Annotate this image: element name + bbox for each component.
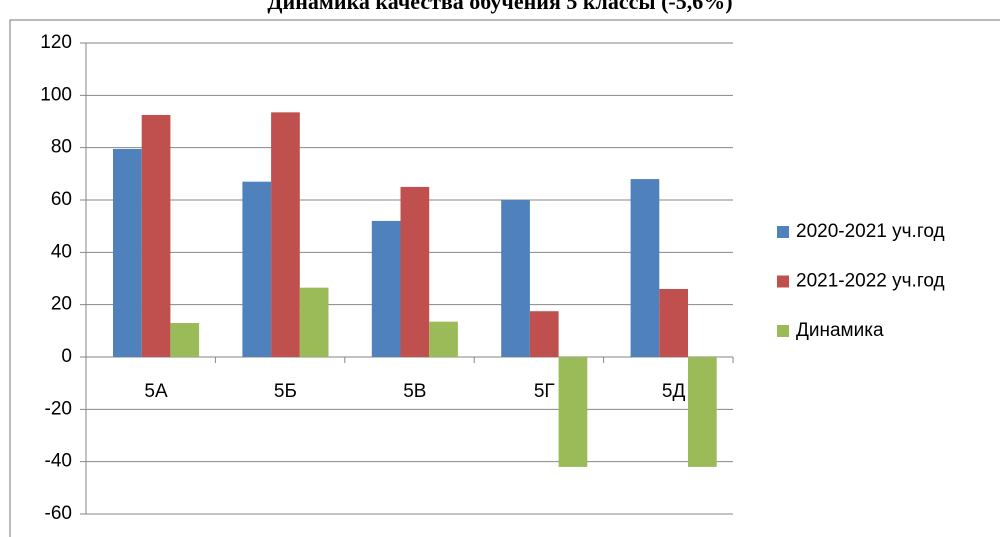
x-tick-label: 5Г [534, 381, 555, 402]
bar [659, 288, 688, 357]
bar [170, 322, 200, 357]
legend-label: Динамика [796, 320, 884, 341]
y-tick-label: 60 [51, 189, 72, 210]
y-tick-label: 120 [40, 32, 72, 53]
bar [429, 321, 458, 357]
y-tick-label: -40 [45, 451, 72, 472]
y-tick-label: 0 [61, 346, 72, 367]
bar [558, 357, 588, 467]
bar [529, 311, 559, 357]
x-tick-label: 5Д [662, 381, 686, 402]
legend-label: 2020-2021 уч.год [796, 221, 945, 242]
bar [113, 148, 142, 357]
legend-swatch [777, 226, 789, 238]
y-tick-label: 20 [51, 294, 72, 315]
bar [141, 114, 171, 357]
bar [400, 186, 430, 357]
y-tick-label: 40 [51, 241, 72, 262]
y-tick-label: -60 [45, 503, 72, 524]
bar [371, 220, 401, 357]
bar [688, 357, 717, 467]
bar [501, 200, 530, 357]
bar [242, 181, 272, 357]
chart-frame [9, 19, 1000, 537]
bar [630, 179, 660, 357]
legend-swatch [777, 325, 789, 337]
bar [299, 287, 329, 357]
y-tick-label: -20 [45, 398, 72, 419]
y-tick-label: 80 [51, 137, 72, 158]
bar [271, 112, 300, 357]
legend-swatch [777, 275, 789, 288]
chart-title: Динамика качества обучения 5 классы (-5,… [267, 0, 732, 14]
x-tick-label: 5В [403, 381, 426, 402]
x-tick-label: 5Б [274, 381, 297, 402]
y-tick-label: 100 [40, 84, 72, 105]
x-tick-label: 5А [144, 381, 168, 402]
legend-label: 2021-2022 уч.год [796, 271, 945, 292]
